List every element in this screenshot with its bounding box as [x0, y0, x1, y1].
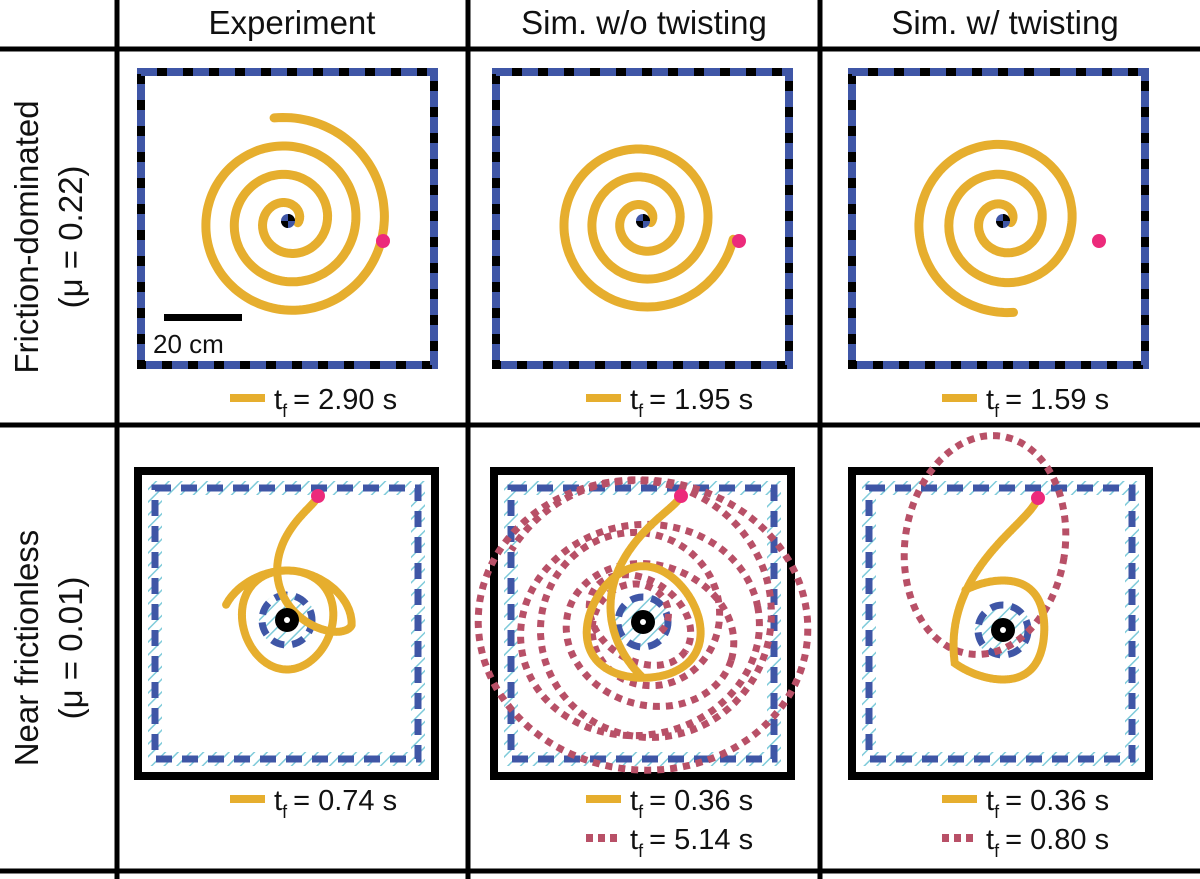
trajectory-path [559, 144, 738, 312]
svg-text:tf= 1.95 s: tf = 1.95 s [630, 384, 753, 421]
trajectory-path [949, 494, 1049, 684]
panel-friction-sim-no-twist [492, 68, 793, 369]
legend-symbol: t [986, 824, 994, 856]
dotted-trajectory-path [474, 476, 812, 774]
legend-symbol: t [630, 785, 638, 817]
legend-value: = 5.14 s [649, 824, 753, 856]
start-point [1031, 491, 1045, 505]
svg-text:tf= 5.14 s: tf = 5.14 s [630, 824, 753, 861]
legend-value: = 0.36 s [1005, 785, 1109, 817]
legend-subscript: f [994, 841, 1000, 861]
center-target-icon [996, 214, 1010, 228]
legend-entry: tf = 0.80 s [942, 824, 1109, 861]
trajectory-path [914, 139, 1077, 318]
trajectory-path [222, 492, 356, 674]
scale-bar-label: 20 cm [153, 329, 224, 359]
legend-value: = 1.59 s [1005, 384, 1109, 416]
legend-value: = 1.95 s [649, 384, 753, 416]
legend-symbol: t [986, 785, 994, 817]
legend-symbol: t [630, 824, 638, 856]
trajectory-path [582, 492, 705, 682]
svg-text:tf= 1.59 s: tf = 1.59 s [986, 384, 1109, 421]
legend-entry: tf = 0.74 s [230, 785, 397, 822]
dotted-trajectory-path [900, 432, 1070, 658]
start-point [311, 489, 325, 503]
row-title-friction: Friction-dominated [8, 100, 45, 373]
svg-text:tf= 0.80 s: tf = 0.80 s [986, 824, 1109, 861]
svg-text:tf= 0.36 s: tf = 0.36 s [630, 785, 753, 822]
center-target-icon [636, 214, 650, 228]
legend-entry: tf = 2.90 s [230, 384, 397, 421]
legend-subscript: f [282, 802, 288, 822]
legend-subscript: f [638, 802, 644, 822]
legend-subscript: f [994, 401, 1000, 421]
panel-frictionless-sim-twist [848, 432, 1153, 780]
legend-subscript: f [638, 401, 644, 421]
legend-symbol: t [274, 785, 282, 817]
row-title-frictionless: Near frictionless [8, 530, 45, 767]
legend-entry: tf = 0.36 s [586, 785, 753, 822]
legend-entry: tf = 1.59 s [942, 384, 1109, 421]
center-target-icon [631, 610, 655, 634]
column-title-sim-no-twisting: Sim. w/o twisting [521, 4, 767, 41]
center-target-icon [275, 608, 299, 632]
row-param-frictionless: (μ = 0.01) [52, 577, 89, 720]
panel-friction-sim-twist [848, 68, 1149, 369]
legend-value: = 0.36 s [649, 785, 753, 817]
svg-text:tf= 2.90 s: tf = 2.90 s [274, 384, 397, 421]
start-point [376, 234, 390, 248]
legend-entry: tf = 1.95 s [586, 384, 753, 421]
legend-symbol: t [630, 384, 638, 416]
legend-entry: tf = 0.36 s [942, 785, 1109, 822]
panel-friction-experiment: 20 cm [137, 68, 438, 369]
center-target-icon [281, 214, 295, 228]
legend-subscript: f [638, 841, 644, 861]
legend-value: = 0.80 s [1005, 824, 1109, 856]
center-target-icon [991, 618, 1015, 642]
start-point [1092, 234, 1106, 248]
legend-symbol: t [986, 384, 994, 416]
column-title-sim-twisting: Sim. w/ twisting [891, 4, 1118, 41]
legend-entry: tf = 5.14 s [586, 824, 753, 861]
panel-frictionless-sim-no-twist [474, 467, 812, 780]
panel-frictionless-experiment [134, 467, 439, 780]
legend-subscript: f [994, 802, 1000, 822]
column-title-experiment: Experiment [209, 4, 376, 41]
start-point [674, 489, 688, 503]
legend-symbol: t [274, 384, 282, 416]
legend-value: = 0.74 s [293, 785, 397, 817]
row-param-friction: (μ = 0.22) [52, 166, 89, 309]
trajectory-path [201, 112, 389, 315]
legend-value: = 2.90 s [293, 384, 397, 416]
scale-bar [164, 314, 242, 321]
start-point [732, 234, 746, 248]
legend-subscript: f [282, 401, 288, 421]
svg-text:tf= 0.74 s: tf = 0.74 s [274, 785, 397, 822]
svg-text:tf= 0.36 s: tf = 0.36 s [986, 785, 1109, 822]
